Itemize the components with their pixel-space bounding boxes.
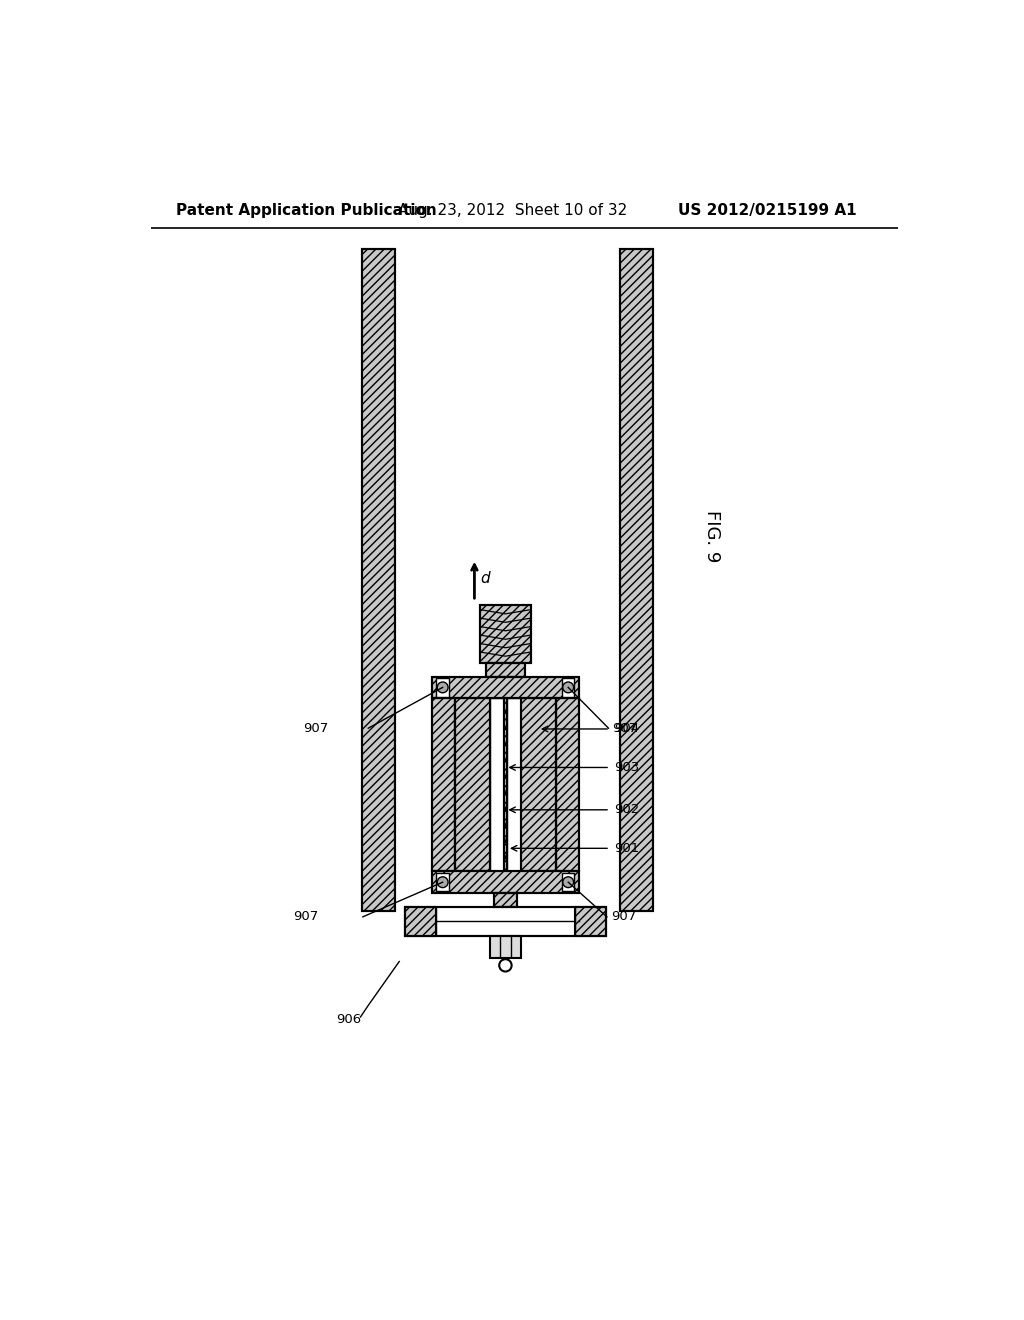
Bar — [432, 871, 579, 892]
Text: Aug. 23, 2012  Sheet 10 of 32: Aug. 23, 2012 Sheet 10 of 32 — [397, 203, 627, 218]
Bar — [556, 698, 579, 871]
Bar — [432, 698, 455, 871]
Bar — [455, 698, 489, 871]
Text: d: d — [480, 570, 490, 586]
Bar — [486, 663, 524, 677]
Text: FIG. 9: FIG. 9 — [703, 510, 721, 562]
Bar — [489, 698, 504, 871]
Bar — [507, 698, 521, 871]
Bar — [575, 907, 606, 936]
Circle shape — [437, 876, 449, 887]
Bar — [362, 249, 394, 911]
Circle shape — [437, 682, 449, 693]
Text: 905: 905 — [582, 915, 606, 928]
Bar — [455, 698, 489, 871]
Bar — [404, 907, 435, 936]
Bar — [504, 698, 507, 871]
Bar — [494, 892, 517, 907]
Bar — [436, 873, 449, 891]
Bar — [494, 892, 517, 907]
Text: Patent Application Publication: Patent Application Publication — [176, 203, 437, 218]
Bar — [521, 698, 556, 871]
Circle shape — [563, 682, 573, 693]
Bar — [489, 936, 521, 958]
Bar — [480, 605, 531, 663]
Bar — [621, 249, 652, 911]
Circle shape — [500, 960, 512, 972]
Bar — [432, 677, 579, 698]
Bar — [562, 873, 574, 891]
Bar — [621, 249, 652, 911]
Bar — [486, 663, 524, 677]
Text: 907: 907 — [303, 722, 328, 735]
Circle shape — [563, 876, 573, 887]
Text: 902: 902 — [614, 804, 639, 816]
Bar — [362, 249, 394, 911]
Text: US 2012/0215199 A1: US 2012/0215199 A1 — [678, 203, 857, 218]
Bar — [436, 678, 449, 697]
Bar — [562, 678, 574, 697]
Bar — [504, 698, 507, 871]
Text: 907: 907 — [294, 911, 318, 924]
Text: 907: 907 — [612, 722, 638, 735]
Text: 904: 904 — [614, 722, 639, 735]
Text: 903: 903 — [614, 760, 639, 774]
Bar — [432, 698, 455, 871]
Bar — [404, 907, 606, 936]
Text: 901: 901 — [614, 842, 639, 855]
Text: 906: 906 — [336, 1012, 360, 1026]
Bar — [432, 677, 579, 698]
Bar — [404, 907, 606, 936]
Bar — [432, 871, 579, 892]
Bar — [480, 605, 531, 663]
Text: 907: 907 — [611, 911, 636, 924]
Bar — [521, 698, 556, 871]
Bar — [556, 698, 579, 871]
